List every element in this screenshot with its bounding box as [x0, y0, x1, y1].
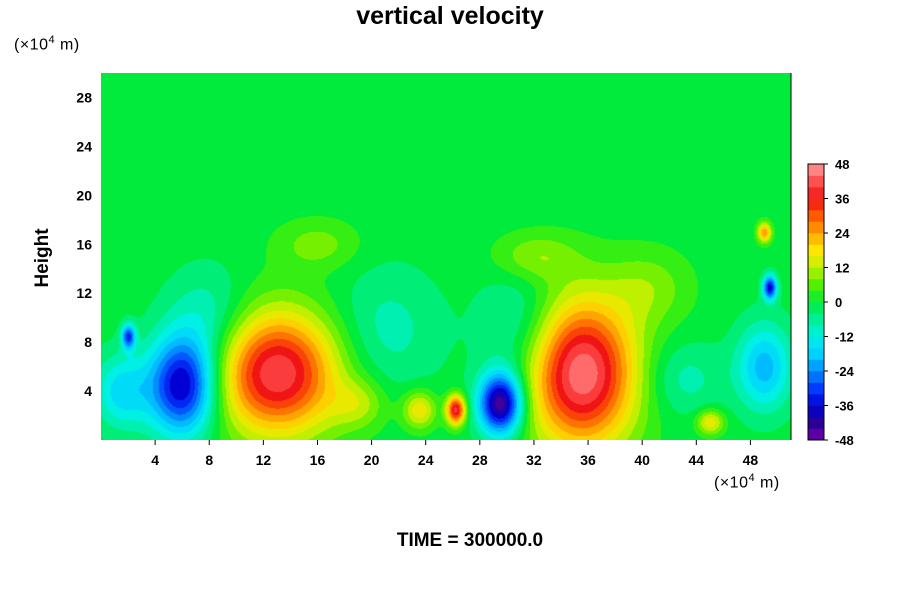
x-tick-label: 4 — [151, 452, 159, 468]
x-tick-label: 24 — [418, 452, 434, 468]
colorbar-segment — [808, 256, 824, 268]
colorbar-segment — [808, 290, 824, 303]
x-tick-label: 20 — [364, 452, 380, 468]
colorbar-segment — [808, 417, 824, 429]
y-tick-label: 8 — [84, 334, 92, 350]
x-tick-label: 36 — [580, 452, 596, 468]
x-tick-label: 40 — [634, 452, 650, 468]
x-tick-label: 44 — [689, 452, 705, 468]
colorbar-label: -48 — [835, 433, 854, 448]
colorbar-label: -24 — [835, 364, 855, 379]
colorbar-segment — [808, 164, 824, 176]
colorbar-segment — [808, 313, 824, 326]
y-tick-label: 20 — [76, 187, 92, 203]
x-tick-label: 12 — [256, 452, 272, 468]
colorbar-segment — [808, 302, 824, 314]
y-tick-label: 4 — [84, 383, 92, 399]
colorbar-segment — [808, 221, 824, 234]
velocity-field — [101, 73, 791, 440]
y-axis-unit: (×104 m) — [14, 34, 80, 54]
colorbar-label: 12 — [835, 261, 849, 276]
colorbar-segment — [808, 428, 824, 441]
y-tick-label: 24 — [76, 138, 92, 154]
colorbar-segment — [808, 394, 824, 406]
colorbar-segment — [808, 279, 824, 291]
colorbar-segment — [808, 382, 824, 395]
colorbar-segment — [808, 405, 824, 418]
y-unit-exponent: 4 — [48, 34, 56, 46]
x-tick-label: 16 — [310, 452, 326, 468]
x-tick-label: 48 — [743, 452, 759, 468]
colorbar-label: 48 — [835, 157, 849, 172]
x-tick-label: 8 — [205, 452, 213, 468]
y-tick-label: 28 — [76, 89, 92, 105]
colorbar-label: 24 — [835, 226, 850, 241]
x-unit-exponent: 4 — [748, 472, 756, 484]
y-unit-prefix: (×10 — [14, 36, 49, 54]
colorbar-segment — [808, 233, 824, 245]
colorbar-segment — [808, 336, 824, 349]
x-axis-unit: (×104 m) — [714, 472, 780, 492]
colorbar-label: -12 — [835, 330, 854, 345]
colorbar-segment — [808, 210, 824, 222]
colorbar-segment — [808, 175, 824, 188]
y-tick-label: 12 — [76, 285, 92, 301]
x-unit-suffix: m) — [755, 474, 780, 492]
colorbar-segment — [808, 244, 824, 257]
colorbar-segment — [808, 325, 824, 337]
y-tick-label: 16 — [76, 236, 92, 252]
colorbar-segment — [808, 267, 824, 280]
y-unit-suffix: m) — [55, 36, 80, 54]
chart-title: vertical velocity — [356, 2, 544, 30]
colorbar-segment — [808, 371, 824, 383]
colorbar-label: 36 — [835, 192, 849, 207]
colorbar-label: -36 — [835, 399, 854, 414]
colorbar-segment — [808, 198, 824, 211]
colorbar-segment — [808, 359, 824, 372]
colorbar-segment — [808, 348, 824, 360]
colorbar-segment — [808, 187, 824, 199]
colorbar-label: 0 — [835, 295, 842, 310]
x-tick-label: 32 — [526, 452, 542, 468]
x-unit-prefix: (×10 — [714, 474, 749, 492]
time-label: TIME = 300000.0 — [396, 530, 544, 551]
x-tick-label: 28 — [472, 452, 488, 468]
